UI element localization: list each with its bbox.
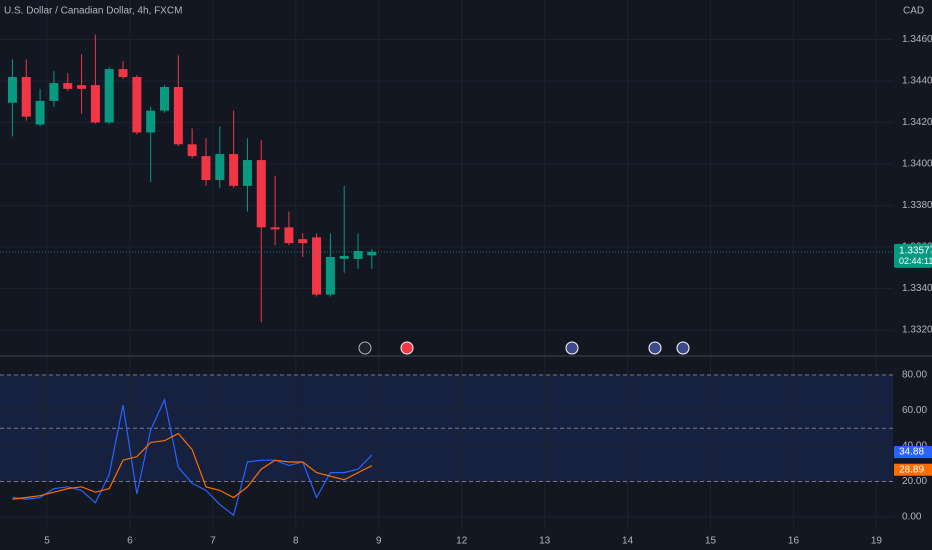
marks [0, 34, 893, 517]
y-tick-label: 1.34600 [902, 34, 932, 45]
event-icon[interactable] [648, 341, 662, 355]
candle-body [173, 86, 183, 145]
x-tick-label: 8 [293, 536, 299, 547]
candle-body [21, 77, 31, 117]
candle-body [353, 250, 363, 259]
y-tick-label: 1.33400 [902, 283, 932, 294]
event-icon[interactable] [565, 341, 579, 355]
y-tick-label: 1.34400 [902, 76, 932, 87]
y-tick-label: 80.00 [902, 370, 927, 381]
x-tick-label: 9 [376, 536, 382, 547]
x-tick-label: 13 [539, 536, 551, 547]
y-tick-label: 20.00 [902, 476, 927, 487]
candle-body [215, 154, 225, 180]
event-icon[interactable] [676, 341, 690, 355]
y-tick-label: 1.34000 [902, 159, 932, 170]
event-icons [358, 341, 690, 355]
y-axis-label: CAD [903, 6, 924, 17]
value-label: 34.88 [899, 447, 924, 458]
candle-body [229, 154, 239, 186]
candle-body [298, 239, 308, 244]
last-price-label: 1.33577 [899, 245, 932, 256]
x-tick-label: 19 [871, 536, 883, 547]
candle-body [118, 69, 128, 78]
y-tick-label: 1.33200 [902, 325, 932, 336]
candle-body [325, 257, 335, 295]
x-tick-label: 16 [788, 536, 800, 547]
x-tick-label: 5 [44, 536, 50, 547]
labels: 1.332001.334001.336001.338001.340001.342… [44, 34, 932, 547]
candle-body [201, 156, 211, 180]
candle-body [146, 110, 156, 133]
candle-body [367, 251, 377, 256]
candle-body [187, 144, 197, 157]
value-box [894, 446, 932, 459]
candle-body [35, 100, 45, 125]
y-tick-label: 1.34200 [902, 117, 932, 128]
x-tick-label: 12 [456, 536, 468, 547]
candle-body [256, 160, 266, 228]
candle-body [339, 255, 349, 259]
y-tick-label: 60.00 [902, 405, 927, 416]
candle-body [284, 227, 294, 244]
candle-body [312, 237, 322, 295]
candle-body [49, 83, 59, 101]
candle-body [132, 77, 142, 133]
candle-body [77, 85, 87, 89]
chart-title: U.S. Dollar / Canadian Dollar, 4h, FXCM [4, 6, 182, 17]
x-tick-label: 15 [705, 536, 717, 547]
countdown-label: 02:44:11 [899, 256, 932, 266]
event-icon[interactable] [400, 341, 414, 355]
candle-body [90, 85, 100, 123]
x-tick-label: 6 [127, 536, 133, 547]
candle-body [104, 69, 114, 123]
value-box [894, 463, 932, 476]
candle-body [7, 77, 17, 103]
candle-body [63, 83, 73, 89]
x-tick-label: 7 [210, 536, 216, 547]
candle-body [160, 86, 169, 111]
y-tick-label: 1.33800 [902, 200, 932, 211]
value-label: 28.89 [899, 464, 924, 475]
last-price-box [894, 243, 932, 268]
candle-body [270, 227, 280, 230]
x-tick-label: 14 [622, 536, 634, 547]
candle-body [242, 160, 252, 186]
grid [0, 0, 893, 530]
indicator-line [12, 432, 373, 500]
y-tick-label: 0.00 [902, 512, 922, 523]
event-icon[interactable] [358, 341, 372, 355]
